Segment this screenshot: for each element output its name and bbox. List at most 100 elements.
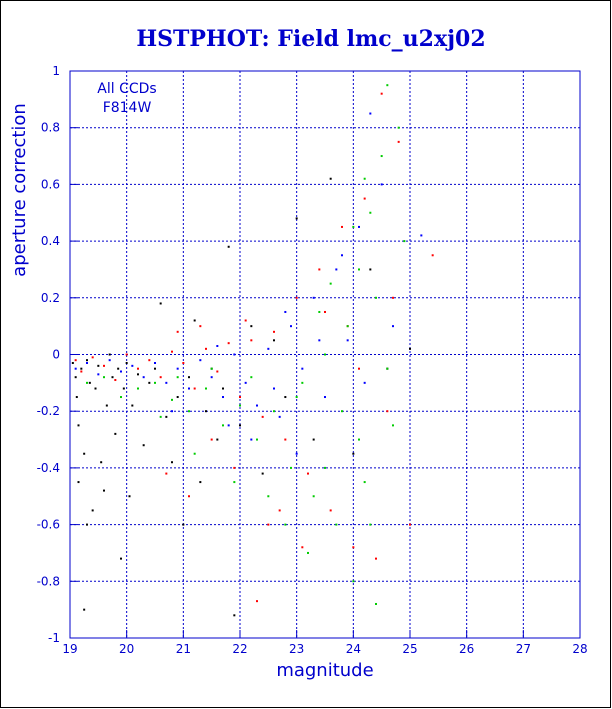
data-point — [346, 325, 349, 328]
data-point — [375, 557, 377, 560]
grid-lines — [70, 71, 580, 638]
data-point — [352, 452, 355, 455]
data-point — [267, 523, 270, 526]
data-point — [188, 410, 190, 413]
data-point — [125, 362, 128, 365]
data-point — [128, 495, 131, 498]
data-point — [103, 376, 105, 379]
data-point — [386, 410, 389, 413]
data-point — [105, 404, 108, 407]
data-point — [329, 509, 332, 512]
data-point — [86, 381, 88, 384]
data-point — [324, 466, 326, 469]
data-point — [75, 396, 78, 399]
data-point — [205, 387, 207, 390]
data-point — [295, 396, 298, 399]
data-point — [233, 614, 236, 617]
data-point — [80, 367, 83, 370]
data-point — [409, 347, 411, 350]
data-point — [363, 197, 366, 200]
data-point — [397, 126, 400, 129]
data-point — [103, 364, 105, 367]
data-point — [380, 92, 383, 95]
data-point — [358, 438, 360, 441]
data-point — [199, 359, 202, 362]
data-point — [392, 325, 394, 328]
data-point — [284, 523, 287, 526]
data-point — [318, 310, 321, 313]
data-point — [199, 481, 202, 484]
y-tick-label: 0.4 — [41, 234, 60, 248]
data-point — [188, 387, 190, 390]
data-point — [182, 523, 185, 526]
data-point — [341, 410, 343, 413]
data-point — [74, 367, 77, 370]
chart-title: HSTPHOT: Field lmc_u2xj02 — [136, 26, 485, 52]
data-point — [352, 546, 355, 549]
y-axis-label: aperture correction — [9, 103, 30, 277]
data-point — [148, 381, 151, 384]
y-tick-label: -0.4 — [37, 461, 60, 475]
data-point — [122, 387, 125, 390]
data-point — [74, 359, 77, 362]
data-point — [409, 523, 411, 526]
data-point — [120, 370, 122, 373]
data-point — [100, 461, 103, 464]
data-point — [386, 84, 389, 87]
data-point — [222, 387, 224, 390]
data-point — [120, 557, 122, 560]
data-point — [341, 225, 343, 228]
x-tick-label: 23 — [289, 642, 304, 656]
data-point — [256, 438, 258, 441]
data-point — [86, 362, 88, 365]
data-point — [74, 376, 77, 379]
data-point — [403, 240, 406, 243]
y-tick-label: 0.2 — [41, 291, 60, 305]
data-point — [216, 370, 219, 373]
data-point — [159, 415, 162, 418]
data-point — [111, 376, 114, 379]
data-point — [324, 353, 326, 356]
data-point — [114, 432, 117, 435]
data-point — [284, 396, 287, 399]
data-point — [86, 523, 88, 526]
data-point — [431, 254, 434, 257]
data-point — [256, 404, 258, 407]
data-point — [77, 481, 80, 484]
data-point — [318, 339, 321, 342]
data-point — [273, 330, 275, 333]
data-point — [273, 339, 275, 342]
data-point — [216, 438, 219, 441]
data-point — [108, 359, 111, 362]
data-point — [137, 367, 139, 370]
data-point — [88, 381, 91, 384]
data-point — [312, 296, 315, 299]
data-point — [148, 359, 151, 362]
data-point — [199, 325, 202, 328]
data-point — [176, 367, 179, 370]
data-point — [335, 523, 338, 526]
y-tick-label: -1 — [48, 631, 60, 645]
data-point — [159, 302, 162, 305]
data-point — [77, 424, 80, 427]
data-point — [171, 398, 173, 401]
data-point — [233, 481, 236, 484]
data-point — [392, 424, 394, 427]
data-point — [352, 225, 355, 228]
data-point — [329, 177, 332, 180]
data-point — [244, 319, 247, 322]
data-point — [91, 356, 94, 359]
y-tick-label: 0.8 — [41, 121, 60, 135]
data-point — [301, 546, 304, 549]
x-tick-label: 27 — [516, 642, 531, 656]
data-point — [244, 381, 247, 384]
data-points — [71, 84, 434, 617]
data-point — [210, 367, 213, 370]
data-point — [176, 376, 179, 379]
data-point — [267, 347, 270, 350]
data-point — [210, 438, 213, 441]
data-point — [216, 344, 219, 347]
data-point — [312, 495, 315, 498]
data-point — [278, 415, 281, 418]
x-tick-label: 20 — [119, 642, 134, 656]
